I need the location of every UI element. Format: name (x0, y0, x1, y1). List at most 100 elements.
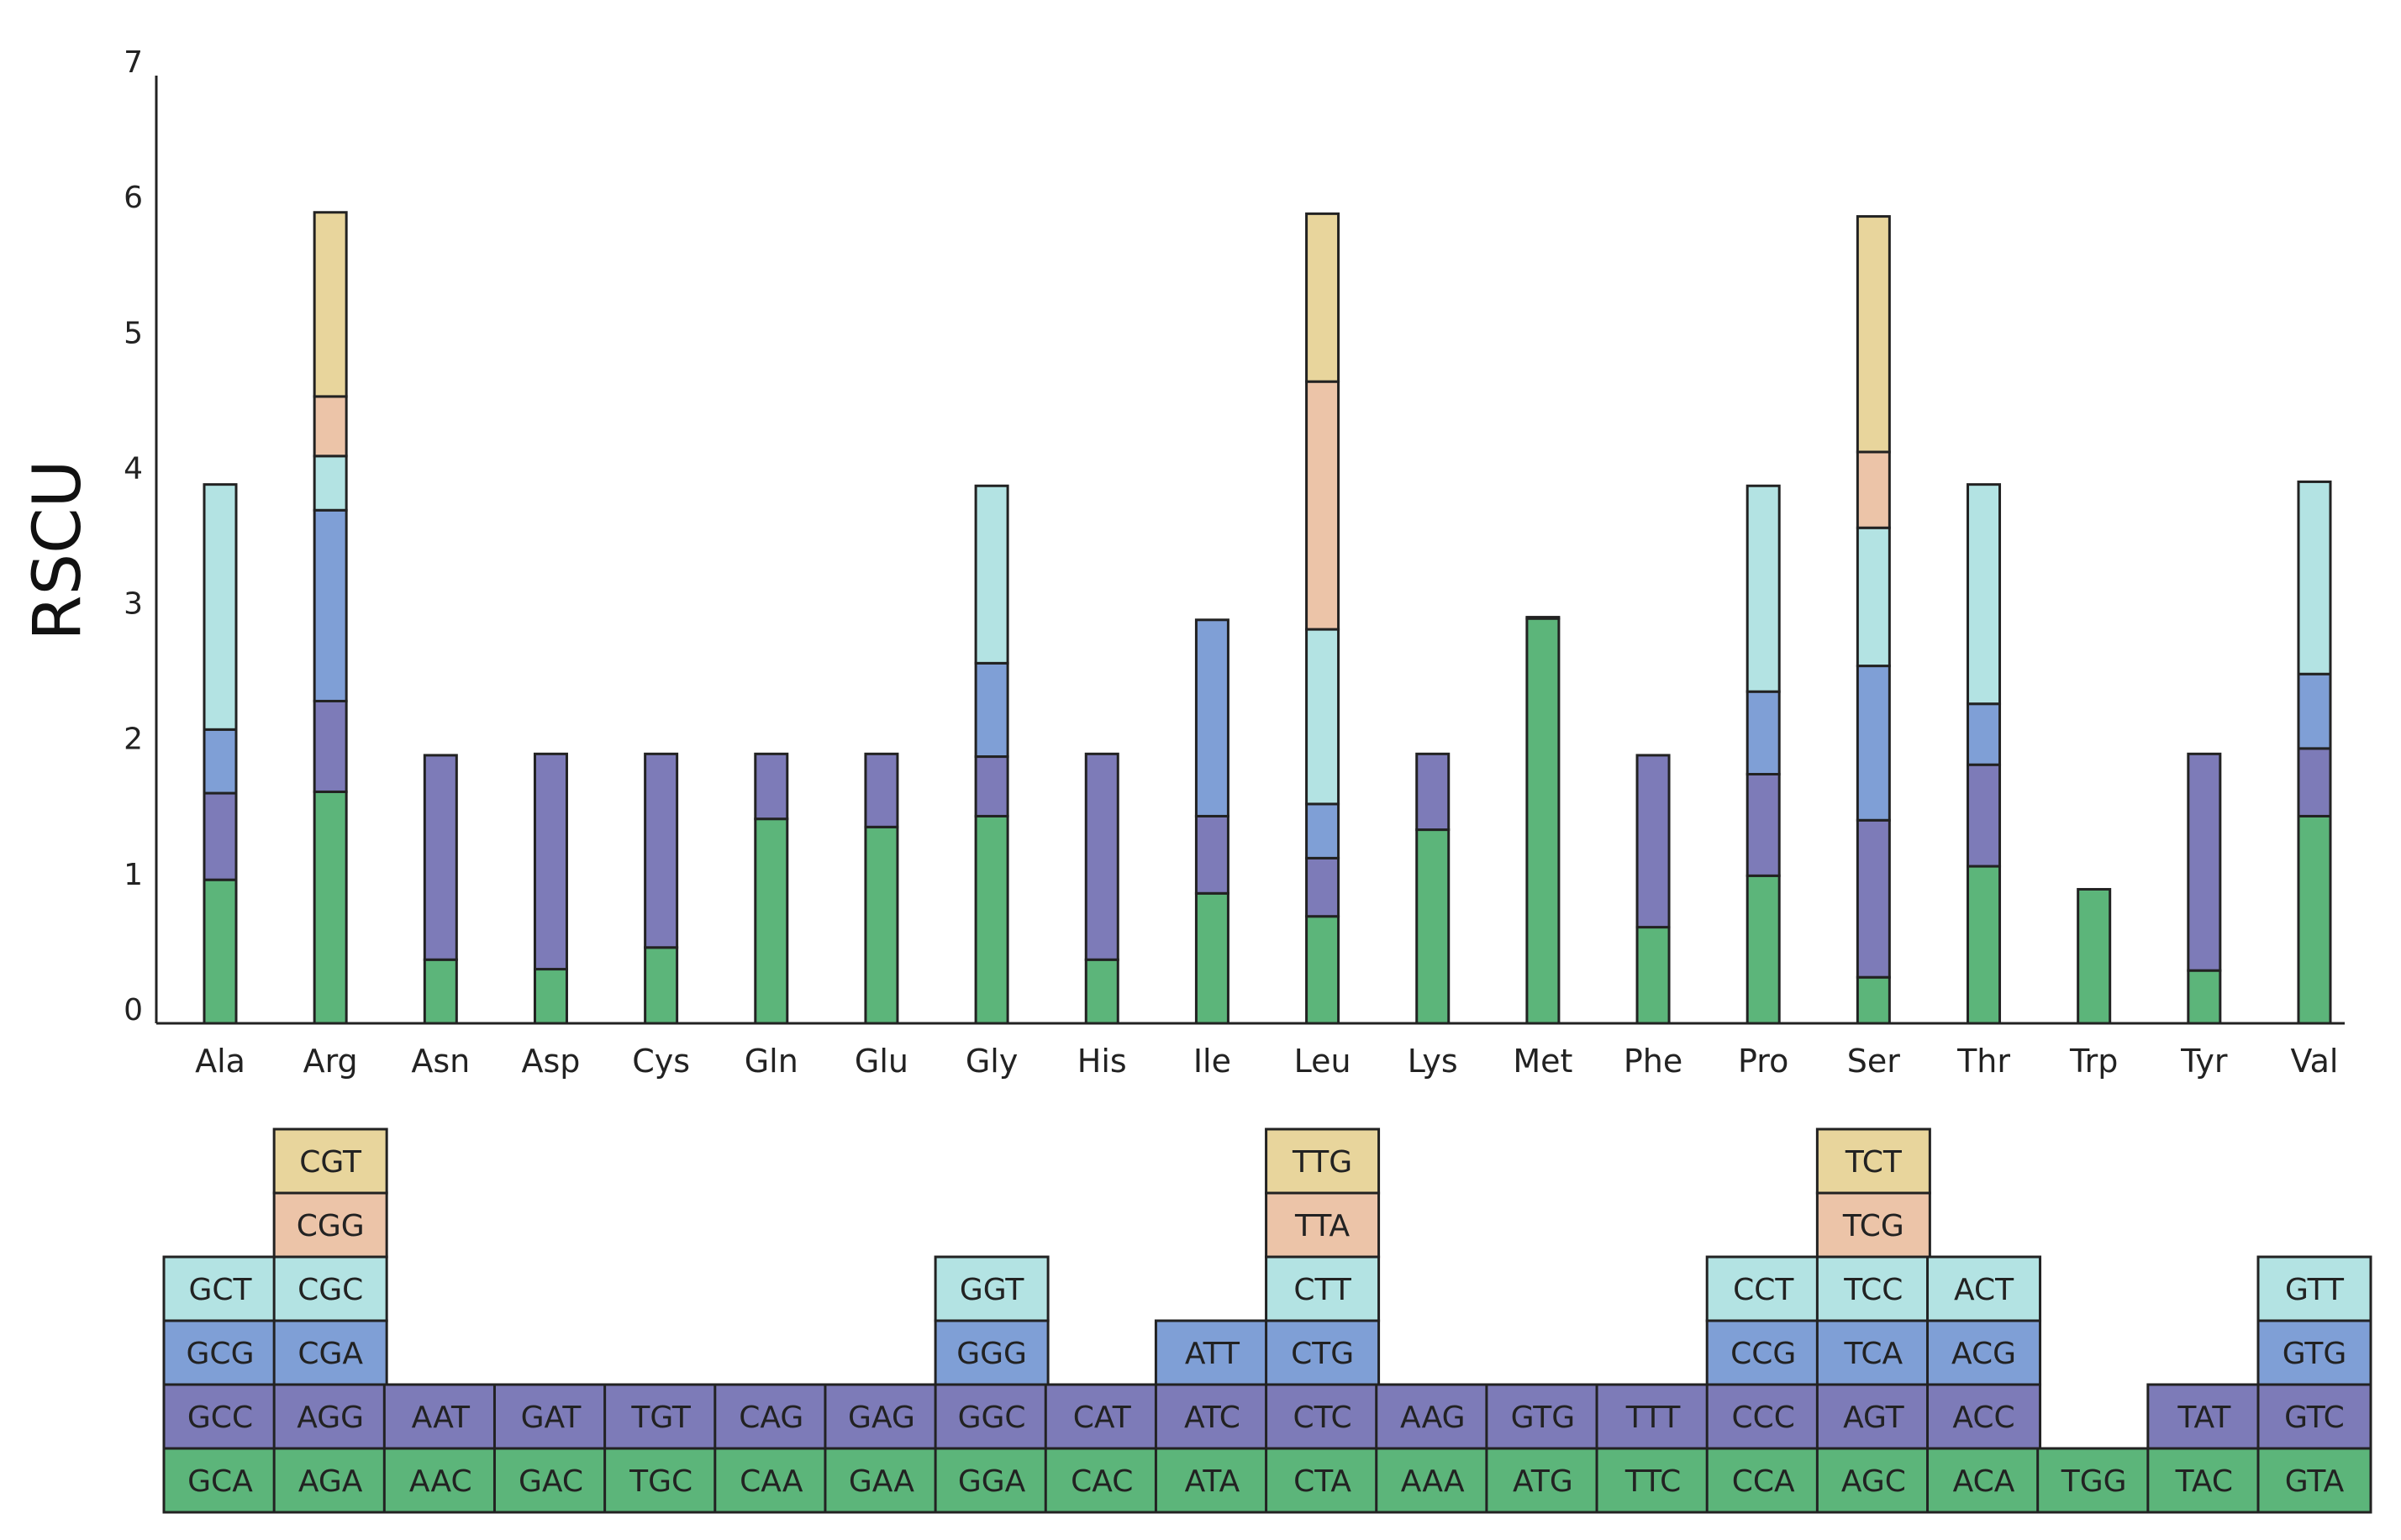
x-tick-label-ser: Ser (1847, 1043, 1901, 1080)
bar-segment-lys-aag (1415, 752, 1451, 832)
codon-cell-ser-tca (1815, 1319, 1931, 1386)
codon-cell-thr-acc (1926, 1383, 2042, 1450)
y-tick-label: 6 (124, 181, 143, 215)
bar-segment-ala-gcc (203, 791, 238, 881)
y-axis-label: RSCU (20, 460, 96, 640)
codon-label: TCA (1844, 1337, 1903, 1371)
codon-cell-ala-gca (162, 1447, 278, 1514)
codon-label: GTA (2285, 1464, 2345, 1499)
codon-label: GCT (188, 1273, 252, 1307)
codon-label: ACA (1953, 1464, 2015, 1499)
y-tick-label: 3 (124, 587, 143, 622)
codon-cell-cys-tgc (603, 1447, 719, 1514)
bar-segment-ala-gct (203, 483, 238, 731)
codon-cell-asn-aac (382, 1447, 498, 1514)
x-tick-label-gln: Gln (745, 1043, 798, 1080)
codon-cell-leu-ctt (1265, 1255, 1381, 1322)
codon-label: TCC (1843, 1273, 1903, 1307)
codon-table: GCA GCC GCG GCT AGA AGG CGA CGC CGG CGT AAC AAT GAC G… (162, 1127, 2372, 1514)
codon-cell-arg-cgg (272, 1191, 388, 1259)
bar-segment-gln-caa (754, 817, 789, 1025)
bar-segment-met-gtg (1525, 616, 1561, 620)
codon-cell-phe-ttt (1595, 1383, 1711, 1450)
codon-label: GGT (960, 1273, 1025, 1307)
bar-segment-val-gtt (2297, 480, 2332, 675)
codon-label: GAA (849, 1464, 915, 1499)
x-tick-label-thr: Thr (1956, 1043, 2010, 1080)
codon-cell-pro-ccc (1705, 1383, 1821, 1450)
codon-label: CCC (1731, 1401, 1794, 1435)
y-tick-label: 0 (124, 993, 143, 1028)
codon-label: CCT (1733, 1273, 1794, 1307)
codon-cell-ala-gct (162, 1255, 278, 1322)
codon-cell-gly-ggt (934, 1255, 1050, 1322)
bar-segment-asp-gac (533, 968, 568, 1025)
bar-segment-cys-tgc (644, 946, 679, 1025)
y-tick-label: 1 (124, 858, 143, 892)
codon-label: ACC (1952, 1401, 2014, 1435)
bar-segment-glu-gag (864, 752, 899, 828)
bar-segment-glu-gaa (864, 825, 899, 1025)
codon-label: ACG (1951, 1337, 2016, 1371)
codon-cell-glu-gaa (824, 1447, 940, 1514)
codon-label: TAT (2177, 1401, 2231, 1435)
x-tick-label-lys: Lys (1408, 1043, 1458, 1080)
x-tick-label-arg: Arg (303, 1043, 358, 1080)
x-tick-label-ile: Ile (1193, 1043, 1231, 1080)
codon-label: CCA (1732, 1464, 1795, 1499)
bar-segment-ala-gcg (203, 728, 238, 795)
codon-cell-leu-tta (1265, 1191, 1381, 1259)
x-tick-label-ala: Ala (195, 1043, 245, 1080)
codon-cell-gly-ggc (934, 1383, 1050, 1450)
codon-cell-thr-aca (1926, 1447, 2042, 1514)
codon-cell-ile-atc (1154, 1383, 1270, 1450)
codon-cell-tyr-tac (2146, 1447, 2262, 1514)
bar-segment-asn-aac (423, 958, 458, 1025)
codon-label: TGC (629, 1464, 692, 1499)
codon-cell-gln-cag (713, 1383, 829, 1450)
bar-segment-leu-cta (1305, 915, 1340, 1025)
codon-cell-val-gtg (2256, 1319, 2372, 1386)
x-tick-label-gly: Gly (966, 1043, 1019, 1080)
bar-segment-asn-aat (423, 754, 458, 961)
codon-label: GGA (958, 1464, 1026, 1499)
codon-label: TCG (1842, 1209, 1904, 1243)
codon-label: GCA (187, 1464, 253, 1499)
codon-cell-thr-act (1926, 1255, 2042, 1322)
bar-segment-tyr-tat (2187, 752, 2222, 972)
bars-group (203, 211, 2332, 1025)
codon-label: GTT (2285, 1273, 2345, 1307)
codon-cell-gln-caa (713, 1447, 829, 1514)
codon-cell-leu-ctc (1265, 1383, 1381, 1450)
codon-cell-ser-tct (1815, 1127, 1931, 1195)
codon-cell-trp-tgg (2036, 1447, 2152, 1514)
bar-segment-thr-act (1967, 483, 2002, 706)
codon-label: CAA (740, 1464, 803, 1499)
x-tick-label-trp: Trp (2069, 1043, 2118, 1080)
codon-label: AAA (1401, 1464, 1465, 1499)
codon-label: ACT (1954, 1273, 2014, 1307)
codon-cell-ser-agt (1815, 1383, 1931, 1450)
codon-cell-lys-aag (1375, 1383, 1491, 1450)
codon-label: GTG (2283, 1337, 2347, 1371)
codon-cell-val-gtt (2256, 1255, 2372, 1322)
bar-segment-leu-ctc (1305, 856, 1340, 918)
bar-segment-ile-atc (1194, 814, 1229, 895)
y-tick-label: 5 (124, 316, 143, 350)
codon-label: CTC (1293, 1401, 1352, 1435)
codon-label: ATT (1185, 1337, 1240, 1371)
codon-label: TTT (1625, 1401, 1682, 1435)
bar-segment-arg-aga (313, 790, 348, 1025)
codon-label: GGC (958, 1401, 1026, 1435)
codon-label: ATG (1513, 1464, 1573, 1499)
codon-cell-his-cat (1044, 1383, 1160, 1450)
codon-label: TTG (1292, 1145, 1352, 1180)
bar-segment-pro-ccc (1745, 772, 1781, 877)
bar-segment-ser-tcg (1856, 450, 1891, 529)
codon-label: CTA (1293, 1464, 1351, 1499)
codon-label: AAT (412, 1401, 471, 1435)
codon-label: CGC (297, 1273, 363, 1307)
bar-segment-ile-att (1194, 618, 1229, 817)
codon-cell-thr-acg (1926, 1319, 2042, 1386)
codon-label: TTA (1294, 1209, 1351, 1243)
